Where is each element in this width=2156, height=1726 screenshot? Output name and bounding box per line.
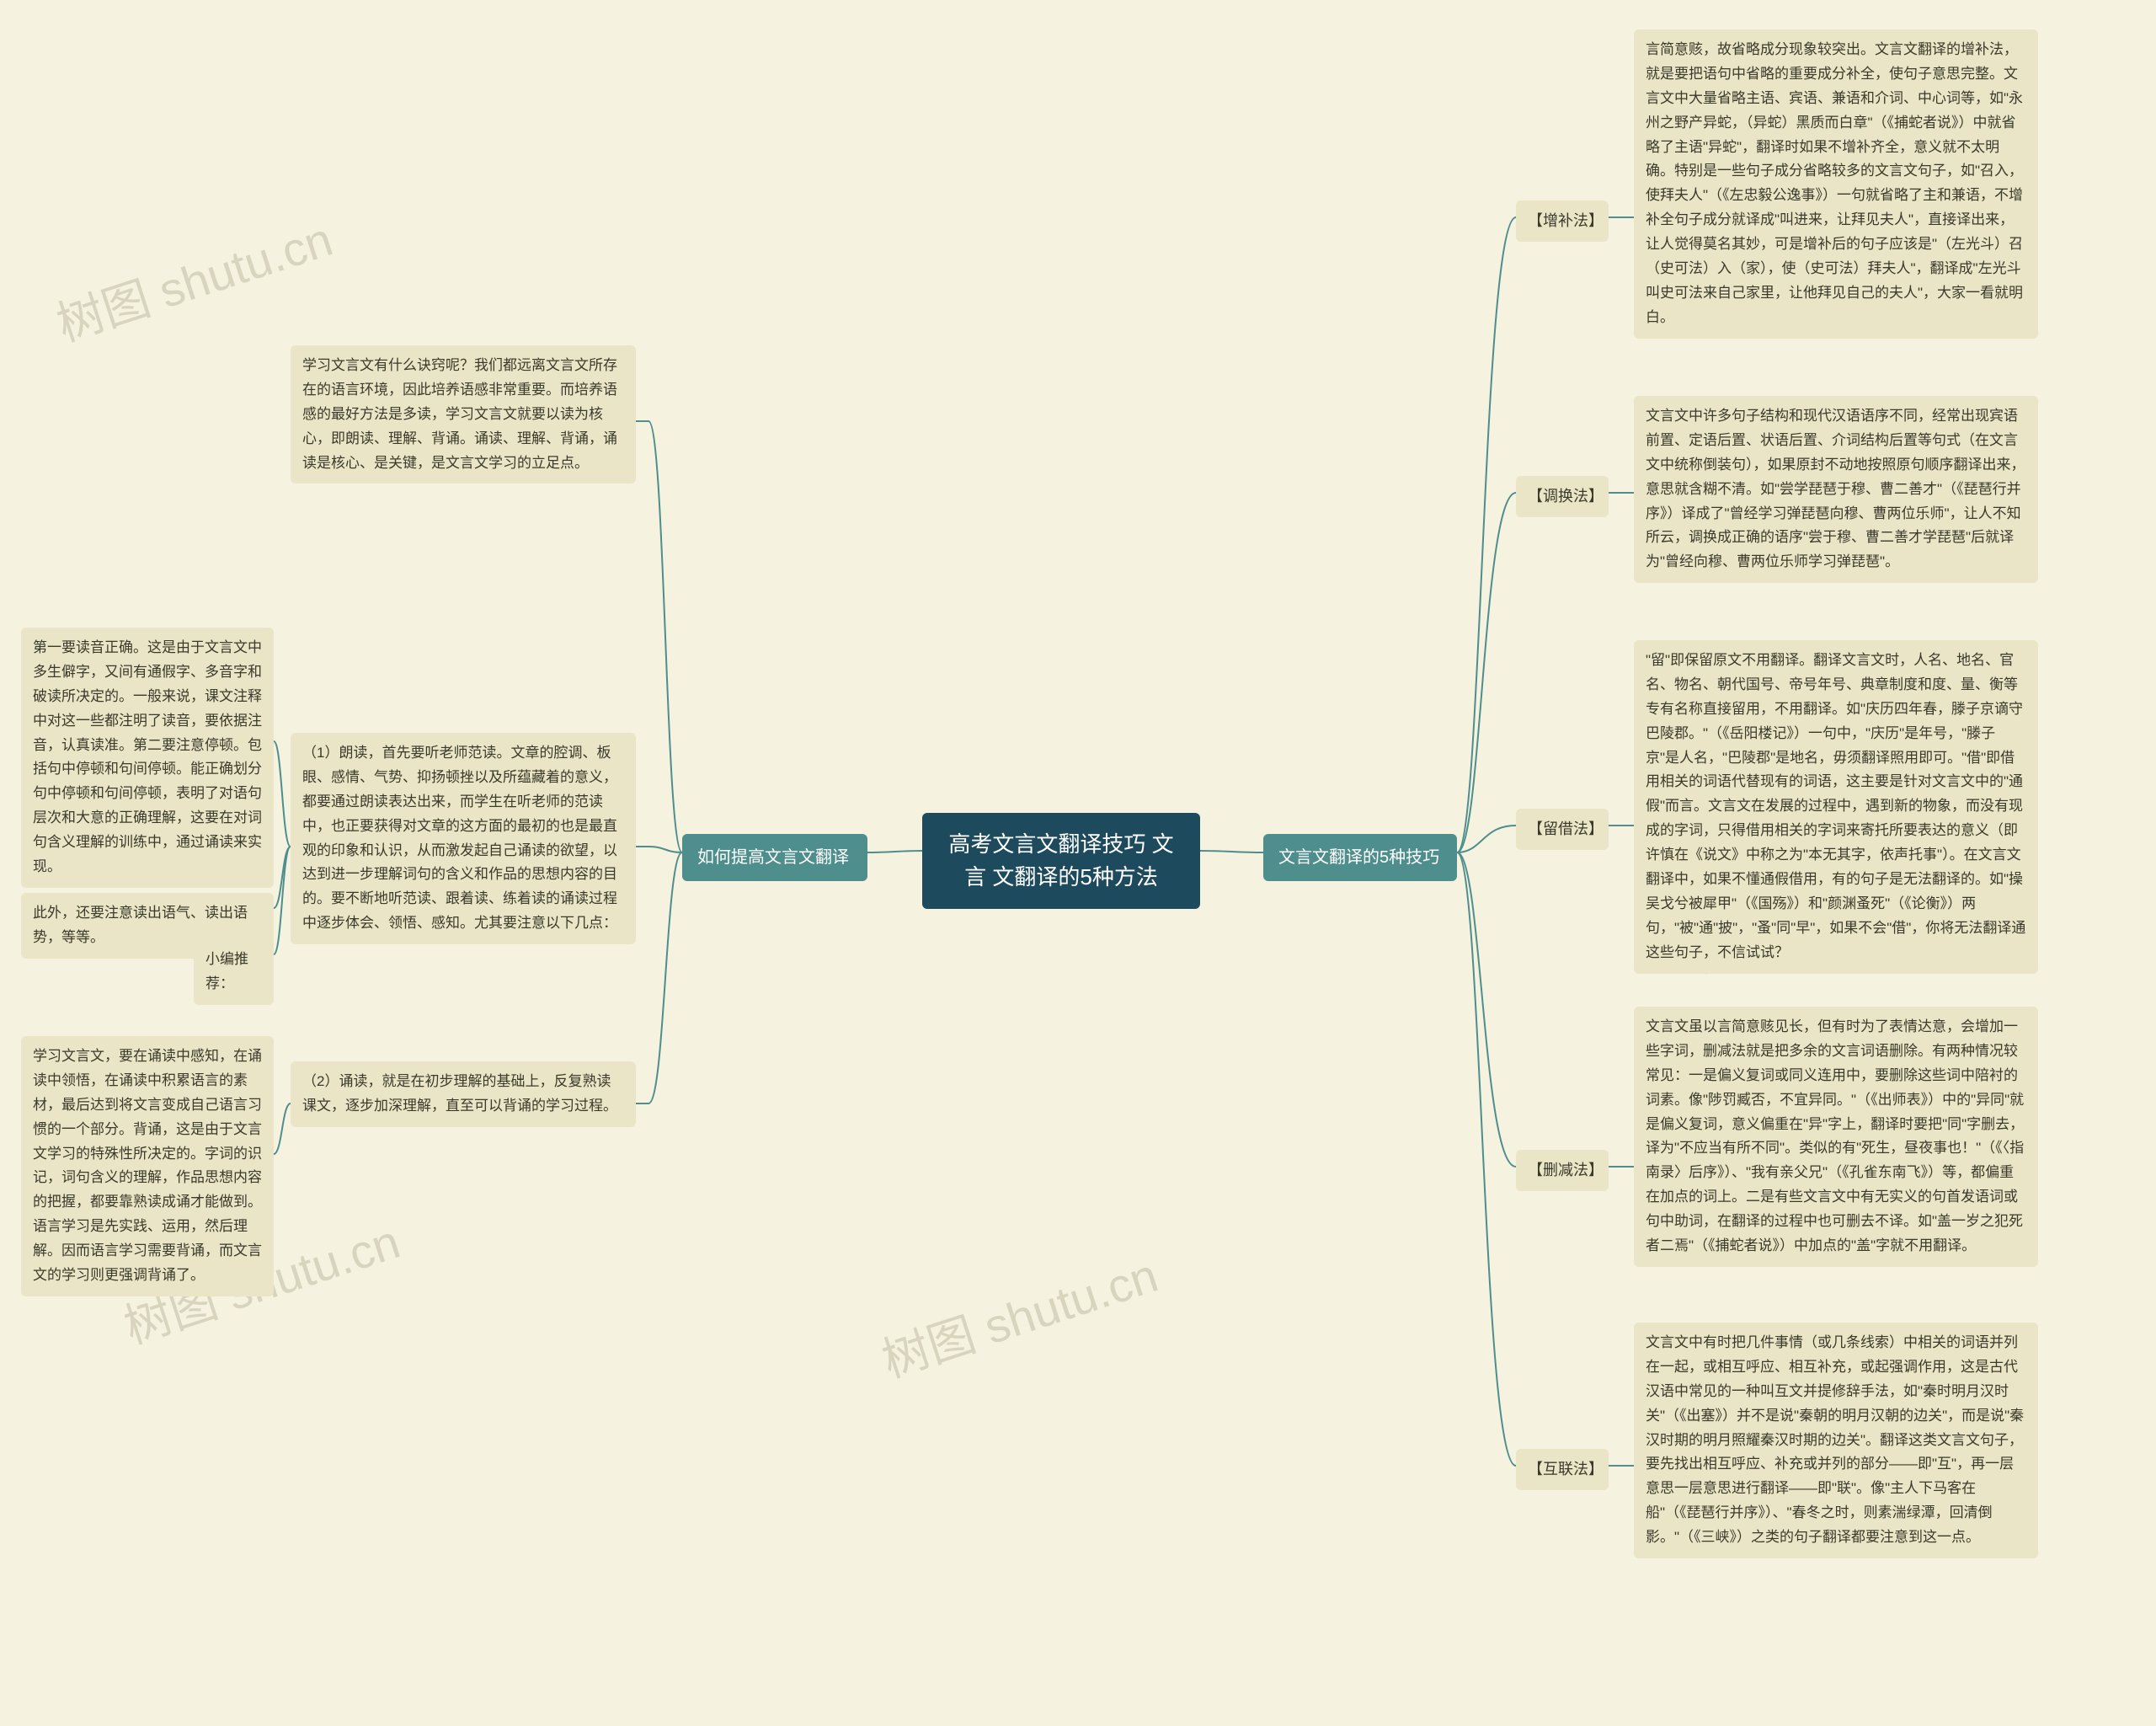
leaf-r2[interactable]: 文言文中许多句子结构和现代汉语语序不同，经常出现宾语前置、定语后置、状语后置、介… <box>1634 396 2038 583</box>
branch-right[interactable]: 文言文翻译的5种技巧 <box>1263 834 1457 881</box>
leaf-l3[interactable]: （2）诵读，就是在初步理解的基础上，反复熟读课文，逐步加深理解，直至可以背诵的学… <box>291 1061 636 1127</box>
leaf-r3[interactable]: "留"即保留原文不用翻译。翻译文言文时，人名、地名、官名、物名、朝代国号、帝号年… <box>1634 640 2038 974</box>
tag-r2[interactable]: 【调换法】 <box>1516 476 1609 517</box>
tag-r5[interactable]: 【互联法】 <box>1516 1449 1609 1490</box>
branch-left[interactable]: 如何提高文言文翻译 <box>682 834 867 881</box>
leaf-l1[interactable]: 学习文言文有什么诀窍呢？我们都远离文言文所存在的语言环境，因此培养语感非常重要。… <box>291 345 636 484</box>
root-node[interactable]: 高考文言文翻译技巧 文言 文翻译的5种方法 <box>922 813 1200 909</box>
watermark: 树图 shutu.cn <box>47 202 340 355</box>
leaf-r4[interactable]: 文言文虽以言简意赅见长，但有时为了表情达意，会增加一些字词，删减法就是把多余的文… <box>1634 1007 2038 1267</box>
watermark: 树图 shutu.cn <box>873 1238 1166 1392</box>
tag-r3[interactable]: 【留借法】 <box>1516 809 1609 850</box>
leaf-l2c[interactable]: 小编推荐： <box>194 939 274 1005</box>
tag-r1[interactable]: 【增补法】 <box>1516 200 1609 242</box>
leaf-r1[interactable]: 言简意赅，故省略成分现象较突出。文言文翻译的增补法，就是要把语句中省略的重要成分… <box>1634 29 2038 339</box>
tag-r4[interactable]: 【删减法】 <box>1516 1150 1609 1191</box>
leaf-l3a[interactable]: 学习文言文，要在诵读中感知，在诵读中领悟，在诵读中积累语言的素材，最后达到将文言… <box>21 1036 274 1296</box>
leaf-r5[interactable]: 文言文中有时把几件事情（或几条线索）中相关的词语并列在一起，或相互呼应、相互补充… <box>1634 1323 2038 1558</box>
leaf-l2a[interactable]: 第一要读音正确。这是由于文言文中多生僻字，又间有通假字、多音字和破读所决定的。一… <box>21 628 274 888</box>
leaf-l2[interactable]: （1）朗读，首先要听老师范读。文章的腔调、板眼、感情、气势、抑扬顿挫以及所蕴藏着… <box>291 733 636 944</box>
